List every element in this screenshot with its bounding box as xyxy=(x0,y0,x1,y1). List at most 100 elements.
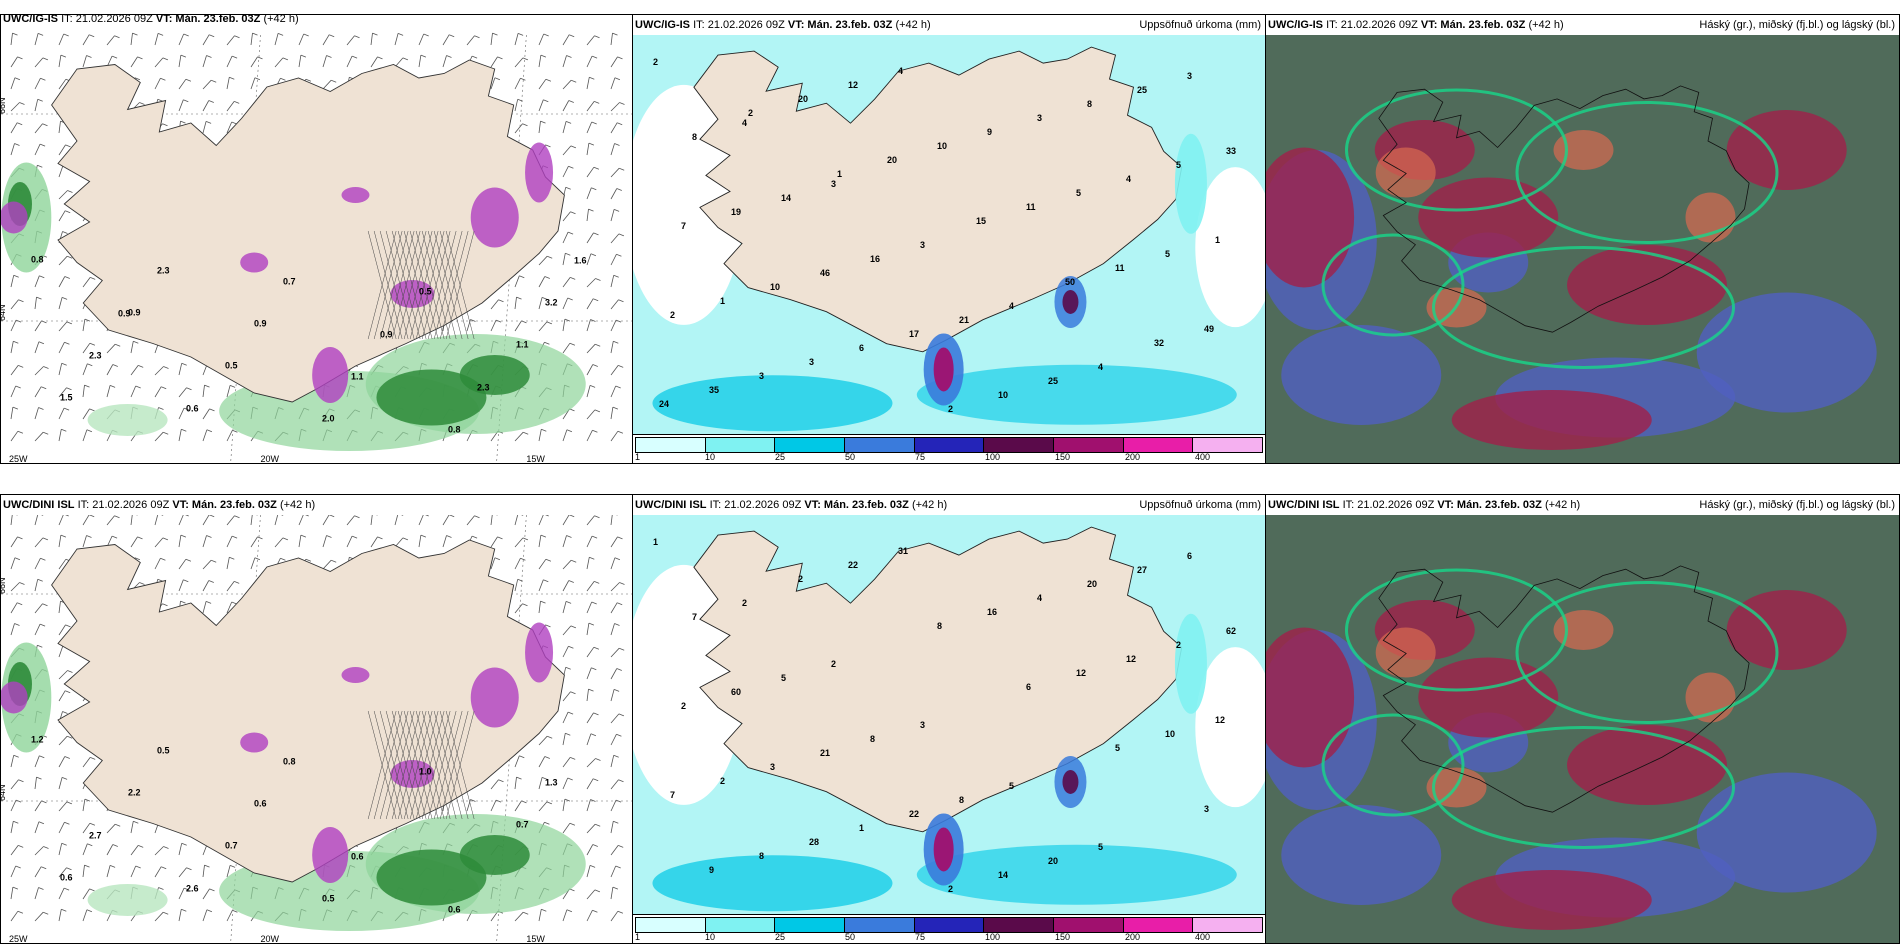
legend-swatch xyxy=(984,438,1055,452)
init-time: IT: 21.02.2026 09Z xyxy=(1326,19,1418,31)
legend-colorbar xyxy=(635,917,1263,933)
precip-value-label: 14 xyxy=(998,870,1008,880)
wind-value-label: 0.5 xyxy=(157,746,170,756)
precip-value-label: 1 xyxy=(837,169,842,179)
legend-tick-label: 10 xyxy=(705,932,716,942)
wind-value-label: 0.6 xyxy=(448,905,461,915)
legend-tick-label: 200 xyxy=(1125,932,1141,942)
wind-value-label: 2.0 xyxy=(322,414,335,424)
legend-swatch xyxy=(845,438,915,452)
cloud-edge-contours xyxy=(1321,88,1779,369)
wind-value-label: 2.6 xyxy=(186,884,199,894)
precip-legend: 1 10 25 50 75 100 150 200 400 xyxy=(633,914,1265,943)
precip-value-label: 8 xyxy=(759,851,764,861)
precip-value-label: 7 xyxy=(681,221,686,231)
precip-value-label: 4 xyxy=(1037,593,1042,603)
precip-value-label: 20 xyxy=(887,155,897,165)
valid-time: VT: Mán. 23.feb. 03Z xyxy=(155,14,261,25)
precip-value-label: 14 xyxy=(781,193,791,203)
panel-title: Háský (gr.), miðský (fj.bl.) og lágský (… xyxy=(1699,19,1895,31)
precip-value-label: 20 xyxy=(1087,579,1097,589)
panel-title: Uppsöfnuð úrkoma (mm) xyxy=(1139,499,1261,511)
precip-value-label: 1 xyxy=(859,823,864,833)
precip-value-label: 27 xyxy=(1137,565,1147,575)
precip-value-label: 5 xyxy=(1165,249,1170,259)
legend-colorbar xyxy=(635,437,1263,453)
model-name: UWC/IG-IS xyxy=(3,14,58,25)
precip-value-label: 5 xyxy=(781,673,786,683)
wind-map: 0.8 0.9 0.5 2.0 0.5 1.1 1.5 2.3 0.9 1.1 0.8 3.2 2.3 0… xyxy=(1,32,632,464)
precip-value-label: 7 xyxy=(692,612,697,622)
precip-value-label: 5 xyxy=(1009,781,1014,791)
precip-value-label: 22 xyxy=(848,560,858,570)
precip-value-label: 9 xyxy=(987,127,992,137)
legend-swatch xyxy=(984,918,1055,932)
wind-value-label: 1.5 xyxy=(60,393,73,403)
precip-value-label: 2 xyxy=(948,404,953,414)
wind-values: 0.8 0.9 0.5 2.0 0.5 1.1 1.5 2.3 0.9 1.1 0.8 3.2 2.3 0… xyxy=(31,255,587,435)
wind-value-label: 0.9 xyxy=(128,308,141,318)
cloud-panel-dini: UWC/DINI ISL IT: 21.02.2026 09Z VT: Mán.… xyxy=(1265,494,1900,944)
wind-value-label: 3.2 xyxy=(545,298,558,308)
lead-time: (+42 h) xyxy=(911,499,948,511)
precip-map: 1223556758820276260212214202231241212228… xyxy=(633,515,1265,917)
precip-value-label: 4 xyxy=(1126,174,1131,184)
precip-value-label: 9 xyxy=(709,865,714,875)
valid-time: VT: Mán. 23.feb. 03Z xyxy=(1420,19,1526,31)
panel-header: UWC/DINI ISL IT: 21.02.2026 09Z VT: Mán.… xyxy=(633,495,1265,515)
mid-cloud-shading xyxy=(1266,590,1847,930)
cloud-map xyxy=(1266,515,1899,943)
precip-value-label: 49 xyxy=(1204,324,1214,334)
orange-cloud-shading xyxy=(1375,130,1736,328)
wind-value-label: 0.7 xyxy=(225,841,238,851)
wind-value-label: 2.7 xyxy=(89,831,102,841)
precip-value-label: 4 xyxy=(1098,362,1103,372)
precip-value-label: 2 xyxy=(681,701,686,711)
valid-time: VT: Mán. 23.feb. 03Z xyxy=(172,499,277,511)
legend-swatch xyxy=(705,918,776,932)
wind-value-label: 0.5 xyxy=(322,894,335,904)
precip-value-label: 2 xyxy=(742,598,747,608)
lon-label: 15W xyxy=(526,454,545,464)
precip-values: 1223556758820276260212214202231241212228… xyxy=(653,537,1236,894)
panel-title: Uppsöfnuð úrkoma (mm) xyxy=(1139,19,1261,31)
model-name: UWC/DINI ISL xyxy=(3,499,75,511)
axis-labels: 25W 20W 15W 66N 64N xyxy=(1,97,545,464)
model-name: UWC/DINI ISL xyxy=(1268,499,1340,511)
legend-swatch xyxy=(1193,438,1263,452)
legend-swatch xyxy=(1054,438,1124,452)
iceland-land xyxy=(51,539,565,883)
precip-value-label: 16 xyxy=(987,607,997,617)
wind-value-label: 1.6 xyxy=(574,256,587,266)
panel-header: UWC/IG-IS IT: 21.02.2026 09Z VT: Mán. 23… xyxy=(1266,15,1899,35)
legend-swatch xyxy=(914,438,985,452)
precip-value-label: 3 xyxy=(1187,71,1192,81)
wind-value-label: 0.9 xyxy=(118,309,131,319)
precip-value-label: 7 xyxy=(670,790,675,800)
orange-cloud-shading xyxy=(1375,610,1736,808)
legend-tick-label: 25 xyxy=(775,452,786,462)
precip-value-label: 16 xyxy=(870,254,880,264)
precip-value-label: 3 xyxy=(920,720,925,730)
wind-value-label: 1.1 xyxy=(351,372,364,382)
precip-values: 2433443814162125253319461710857106234113… xyxy=(653,57,1236,414)
iceland-outline xyxy=(1378,85,1750,333)
legend-swatch xyxy=(775,438,846,452)
precip-value-label: 6 xyxy=(1026,682,1031,692)
precip-value-label: 12 xyxy=(1076,668,1086,678)
lead-time: (+42 h) xyxy=(263,14,299,25)
precip-value-label: 2 xyxy=(831,659,836,669)
precip-value-label: 10 xyxy=(937,141,947,151)
init-time: IT: 21.02.2026 09Z xyxy=(1342,499,1435,511)
legend-swatch xyxy=(914,918,985,932)
precip-shading xyxy=(652,613,1237,912)
legend-tick-label: 100 xyxy=(985,932,1001,942)
precip-value-label: 62 xyxy=(1226,626,1236,636)
precip-value-label: 19 xyxy=(731,207,741,217)
precip-value-label: 8 xyxy=(870,734,875,744)
iceland-land xyxy=(51,59,565,403)
precip-value-label: 11 xyxy=(1115,263,1125,273)
axis-labels: 25W 20W 15W 66N 64N xyxy=(1,577,545,943)
cloud-map xyxy=(1266,35,1899,463)
precip-value-label: 2 xyxy=(720,776,725,786)
